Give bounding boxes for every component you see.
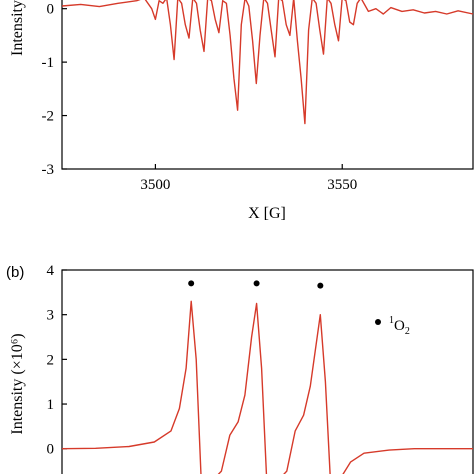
- panel-b: (b) 0 1 2 3 4 1O2 Intensity (×10⁶): [6, 263, 474, 474]
- y-tick-label: 0: [47, 2, 55, 18]
- panel-b-peak-markers: [188, 280, 324, 289]
- panel-a-series-line: [61, 0, 474, 125]
- y-tick-label: -2: [42, 109, 55, 125]
- y-tick-label: -3: [42, 162, 55, 178]
- panel-a-frame: [61, 0, 474, 170]
- panel-b-legend-marker: [375, 319, 381, 325]
- panel-b-frame: [61, 269, 474, 474]
- y-tick-label: -1: [42, 55, 55, 71]
- panel-b-label: (b): [6, 264, 24, 281]
- panel-b-y-ticks: 0 1 2 3 4: [47, 263, 67, 458]
- y-tick-label: 4: [47, 263, 55, 279]
- y-tick-label: 3: [47, 308, 55, 324]
- panel-a-x-axis-title: X [G]: [248, 205, 286, 222]
- y-tick-label: 1: [47, 397, 55, 413]
- panel-a: 0 -1 -2 -3 3500 3550 Intensity X [G]: [9, 0, 474, 222]
- peak-marker: [188, 280, 195, 287]
- peak-marker: [253, 280, 260, 287]
- panel-a-y-axis-title: Intensity: [9, 0, 26, 56]
- panel-b-series-line: [61, 300, 473, 474]
- panel-a-x-ticks: 3500 3550: [140, 164, 357, 193]
- panel-b-legend-label: 1O2: [389, 315, 410, 337]
- peak-marker: [317, 282, 324, 289]
- y-tick-label: 0: [47, 442, 55, 458]
- y-tick-label: 2: [47, 352, 55, 368]
- x-tick-label: 3500: [140, 177, 170, 193]
- panel-b-y-axis-title: Intensity (×10⁶): [9, 333, 26, 434]
- panel-a-y-ticks: 0 -1 -2 -3: [42, 2, 67, 178]
- x-tick-label: 3550: [327, 177, 357, 193]
